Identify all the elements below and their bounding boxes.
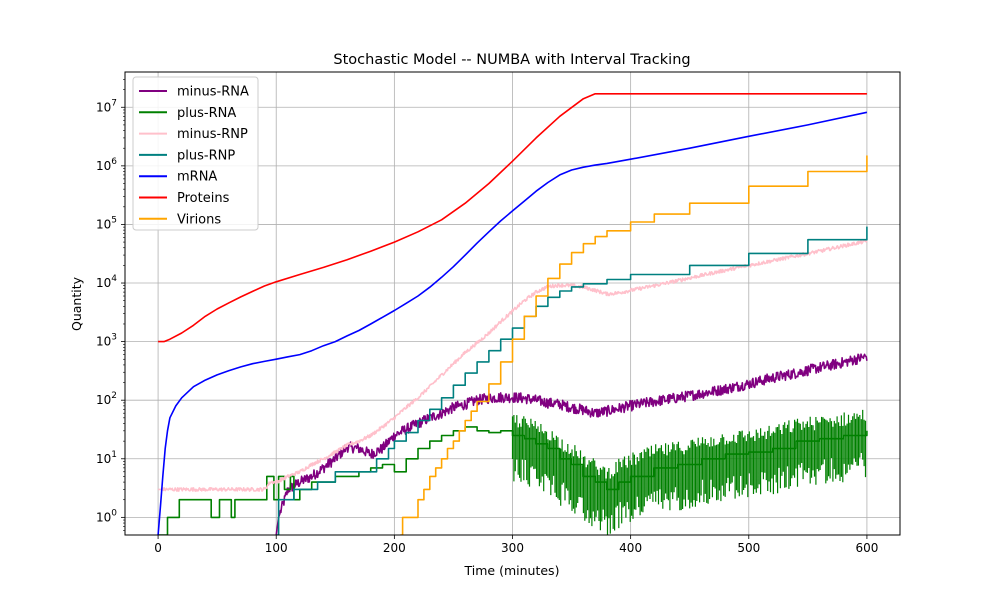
y-axis-label: Quantity [69,276,84,331]
y-tick-label: 107 [96,98,117,114]
series-line-plus-rnp [276,226,868,535]
y-tick-base: 10 [96,100,111,114]
y-tick-exponent: 3 [111,333,117,343]
y-tick-base: 10 [96,217,111,231]
x-tick-label: 200 [383,541,406,555]
series-noise-plus-rna [511,409,867,535]
legend-label: Virions [177,212,221,227]
chart-title: Stochastic Model -- NUMBA with Interval … [333,52,690,68]
y-tick-base: 10 [96,335,111,349]
x-tick-label: 500 [737,541,760,555]
y-tick-base: 10 [96,159,111,173]
y-tick-label: 103 [96,333,117,349]
y-tick-label: 105 [96,215,117,231]
legend-box [132,76,259,231]
x-tick-label: 400 [619,541,642,555]
y-tick-base: 10 [96,276,111,290]
y-tick-base: 10 [96,510,111,524]
y-tick-label: 106 [96,157,117,173]
legend-label: minus-RNP [177,127,248,142]
y-tick-label: 102 [96,391,117,407]
y-tick-base: 10 [96,452,111,466]
legend-label: Proteins [177,191,230,206]
x-tick-label: 600 [855,541,878,555]
y-tick-exponent: 5 [111,215,117,225]
series-layer [157,93,868,535]
series-line-proteins [158,93,867,343]
y-tick-label: 104 [96,274,117,290]
y-tick-exponent: 0 [111,508,117,518]
y-tick-label: 101 [96,450,117,466]
x-tick-label: 300 [501,541,524,555]
x-tick-label: 100 [265,541,288,555]
legend-label: minus-RNA [177,85,249,100]
y-tick-exponent: 1 [111,450,117,460]
x-tick-label: 0 [154,541,162,555]
legend-label: mRNA [177,170,217,185]
series-line-mrna [157,111,868,535]
y-tick-exponent: 2 [111,391,117,401]
legend-label: plus-RNP [177,148,235,163]
y-tick-base: 10 [96,393,111,407]
chart-legend: minus-RNA plus-RNA minus-RNP plus-RNP mRNA Pr… [132,76,259,231]
y-tick-exponent: 4 [111,274,117,284]
x-axis-label: Time (minutes) [464,563,560,578]
y-tick-exponent: 6 [111,157,117,167]
series-line-virions [400,155,868,535]
legend-label: plus-RNA [177,106,236,121]
x-axis-ticks: 0 100 200 300 400 500 600 [154,535,878,555]
y-tick-exponent: 7 [111,98,117,108]
y-tick-label: 100 [96,508,117,524]
series-line-minus-rna [275,353,868,535]
